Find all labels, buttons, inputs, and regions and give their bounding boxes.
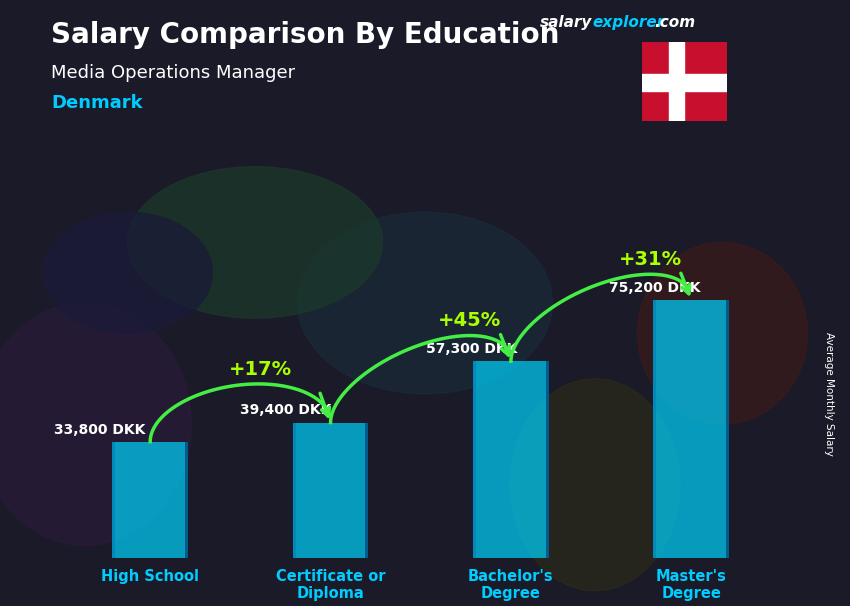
Bar (726, 300, 729, 558)
Bar (112, 442, 188, 558)
Bar (669, 42, 684, 121)
Bar (292, 422, 296, 558)
Bar (654, 300, 656, 558)
Text: Media Operations Manager: Media Operations Manager (51, 64, 295, 82)
Text: +45%: +45% (439, 311, 502, 330)
Text: Salary Comparison By Education: Salary Comparison By Education (51, 21, 559, 49)
Text: +17%: +17% (229, 360, 292, 379)
Ellipse shape (42, 212, 212, 333)
Text: explorer: explorer (592, 15, 665, 30)
Bar (654, 300, 729, 558)
Text: .com: .com (654, 15, 695, 30)
Text: 75,200 DKK: 75,200 DKK (609, 281, 701, 295)
Text: 57,300 DKK: 57,300 DKK (426, 342, 517, 356)
Bar (366, 422, 368, 558)
Ellipse shape (510, 379, 680, 591)
Ellipse shape (0, 303, 191, 545)
Bar (546, 361, 549, 558)
Text: Denmark: Denmark (51, 94, 143, 112)
Bar (642, 74, 727, 92)
Text: Average Monthly Salary: Average Monthly Salary (824, 332, 834, 456)
Bar (112, 442, 116, 558)
Ellipse shape (298, 212, 552, 394)
Text: +31%: +31% (619, 250, 682, 269)
Ellipse shape (128, 167, 382, 318)
Text: salary: salary (540, 15, 592, 30)
Ellipse shape (638, 242, 808, 424)
Text: 33,800 DKK: 33,800 DKK (54, 422, 145, 436)
Bar (292, 422, 368, 558)
Bar (473, 361, 476, 558)
Bar (473, 361, 549, 558)
Bar (185, 442, 188, 558)
Text: 39,400 DKK: 39,400 DKK (240, 404, 332, 418)
